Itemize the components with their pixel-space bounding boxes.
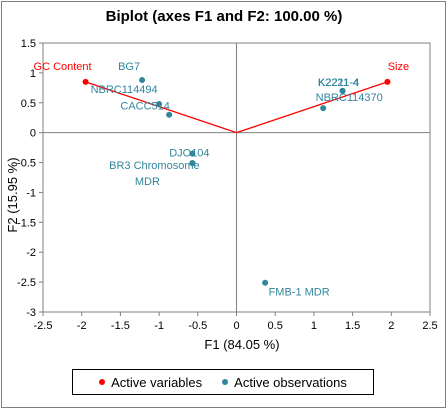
observation-point: [339, 87, 346, 94]
observation-point: [189, 160, 196, 167]
observation-point: [320, 105, 327, 112]
legend-marker-observations: [222, 379, 229, 385]
variable-vector: [85, 81, 237, 134]
variable-point: [384, 78, 391, 85]
x-tick-label: -1: [154, 320, 164, 332]
x-tick-label: 2: [388, 320, 394, 332]
chart-title: Biplot (axes F1 and F2: 100.00 %): [105, 8, 343, 25]
variable-label: Size: [388, 61, 409, 73]
observation-label: MDR: [135, 176, 160, 188]
x-tick-label: 0.5: [268, 320, 283, 332]
y-tick-label: 0.5: [21, 98, 36, 110]
y-tick-label: -3: [26, 307, 36, 319]
observation-label: DJO104: [169, 148, 209, 160]
x-tick-label: 1.5: [345, 320, 360, 332]
observation-point: [166, 111, 173, 118]
y-tick-label: -1: [26, 187, 36, 199]
x-tick-label: -1.5: [111, 320, 130, 332]
observation-point: [189, 150, 196, 157]
observation-point: [156, 100, 163, 107]
x-tick-label: 1: [311, 320, 317, 332]
observation-point: [139, 77, 146, 84]
y-axis-title: F2 (15.95 %): [5, 157, 20, 232]
y-tick-label: -2.5: [17, 277, 36, 289]
observation-label: CACC514: [120, 101, 170, 113]
observation-label: FMB-1 MDR: [269, 287, 330, 299]
observation-label: NBRC114370: [316, 92, 383, 104]
points-layer: [82, 77, 391, 286]
legend-label-observations: Active observations: [234, 374, 347, 390]
legend-item-variables: Active variables: [99, 375, 202, 390]
y-tick-label: -0.5: [17, 158, 36, 170]
y-tick-label: 0: [30, 128, 36, 140]
observation-label: BR3 Chromosome: [109, 160, 199, 172]
x-tick-label: -2: [77, 320, 87, 332]
y-tick-label: 1.5: [21, 38, 36, 50]
x-tick-label: -0.5: [188, 320, 207, 332]
observation-label: K2221-4: [318, 77, 360, 89]
x-tick-label: 0: [233, 320, 239, 332]
observation-label: K2211-4: [318, 77, 359, 89]
labels-layer: GC Content Size BG7 NBRC114494 CACC514 DJO104…: [34, 61, 410, 299]
observation-label: NBRC114494: [91, 84, 158, 96]
axes-layer: -2.5 -2 -1.5 -1 -0.5 0 0.5 1 1.5 2 2.5-3-2.5-2-1.5…: [17, 38, 438, 332]
vectors-layer: [85, 81, 388, 134]
observation-point: [262, 279, 269, 286]
variable-point: [82, 78, 89, 85]
x-axis-title: F1 (84.05 %): [204, 337, 279, 352]
legend-item-observations: Active observations: [222, 375, 347, 390]
legend-marker-variables: [99, 379, 106, 385]
x-tick-label: 2.5: [422, 320, 437, 332]
y-tick-label: -1.5: [17, 217, 36, 229]
legend: Active variables Active observations: [72, 369, 374, 395]
x-tick-label: -2.5: [34, 320, 53, 332]
observation-label: BG7: [118, 61, 140, 73]
y-tick-label: -2: [26, 247, 36, 259]
y-tick-label: 1: [30, 68, 36, 80]
legend-label-variables: Active variables: [111, 374, 203, 390]
variable-label: GC Content: [34, 61, 92, 73]
variable-vector: [236, 81, 388, 134]
